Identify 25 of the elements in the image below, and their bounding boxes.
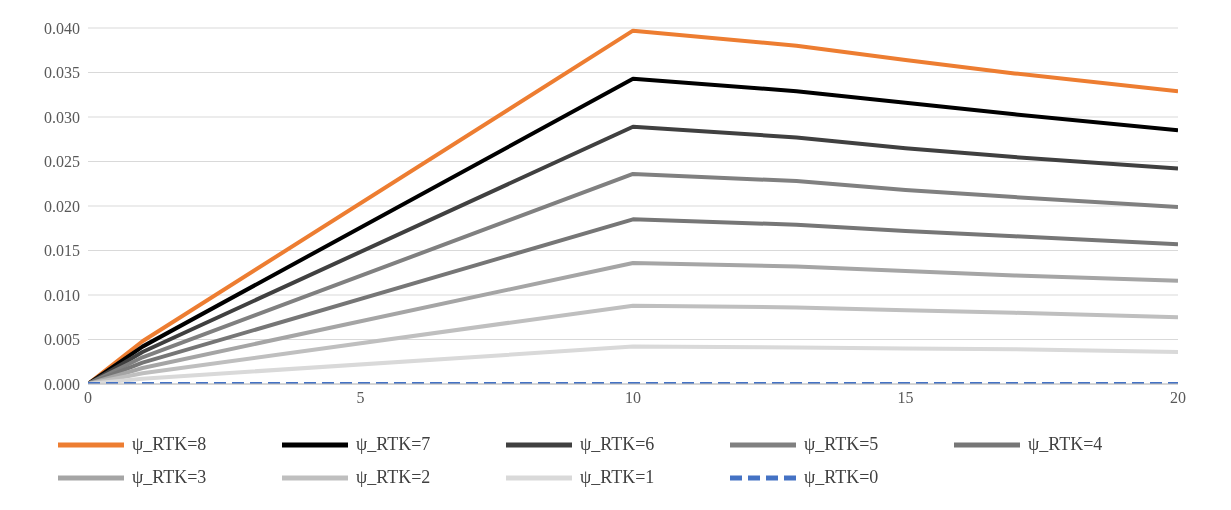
- y-tick-label: 0.005: [44, 331, 80, 349]
- y-tick-label: 0.030: [44, 108, 80, 126]
- legend-label: ψ_RTK=1: [580, 467, 655, 488]
- x-tick-label: 0: [84, 389, 92, 407]
- y-tick-label: 0.020: [44, 197, 80, 215]
- legend-label: ψ_RTK=3: [132, 467, 207, 488]
- y-tick-label: 0.015: [44, 242, 80, 260]
- legend-label: ψ_RTK=4: [1028, 434, 1103, 455]
- legend-label: ψ_RTK=5: [804, 434, 879, 455]
- legend-label: ψ_RTK=0: [804, 467, 879, 488]
- x-tick-label: 5: [356, 389, 365, 407]
- legend-label: ψ_RTK=6: [580, 434, 655, 455]
- y-tick-label: 0.025: [44, 153, 80, 171]
- line-series: [88, 260, 1178, 384]
- line-series: [88, 124, 1178, 384]
- y-tick-label: 0.040: [44, 19, 80, 37]
- x-tick-label: 20: [1170, 389, 1186, 407]
- y-tick-label: 0.035: [44, 64, 80, 82]
- y-tick-label: 0.000: [44, 375, 80, 393]
- x-tick-label: 15: [897, 389, 914, 407]
- x-tick-label: 10: [625, 389, 641, 407]
- y-tick-label: 0.010: [44, 286, 80, 304]
- legend-label: ψ_RTK=2: [356, 467, 431, 488]
- legend-label: ψ_RTK=7: [356, 434, 431, 455]
- legend-label: ψ_RTK=8: [132, 434, 207, 455]
